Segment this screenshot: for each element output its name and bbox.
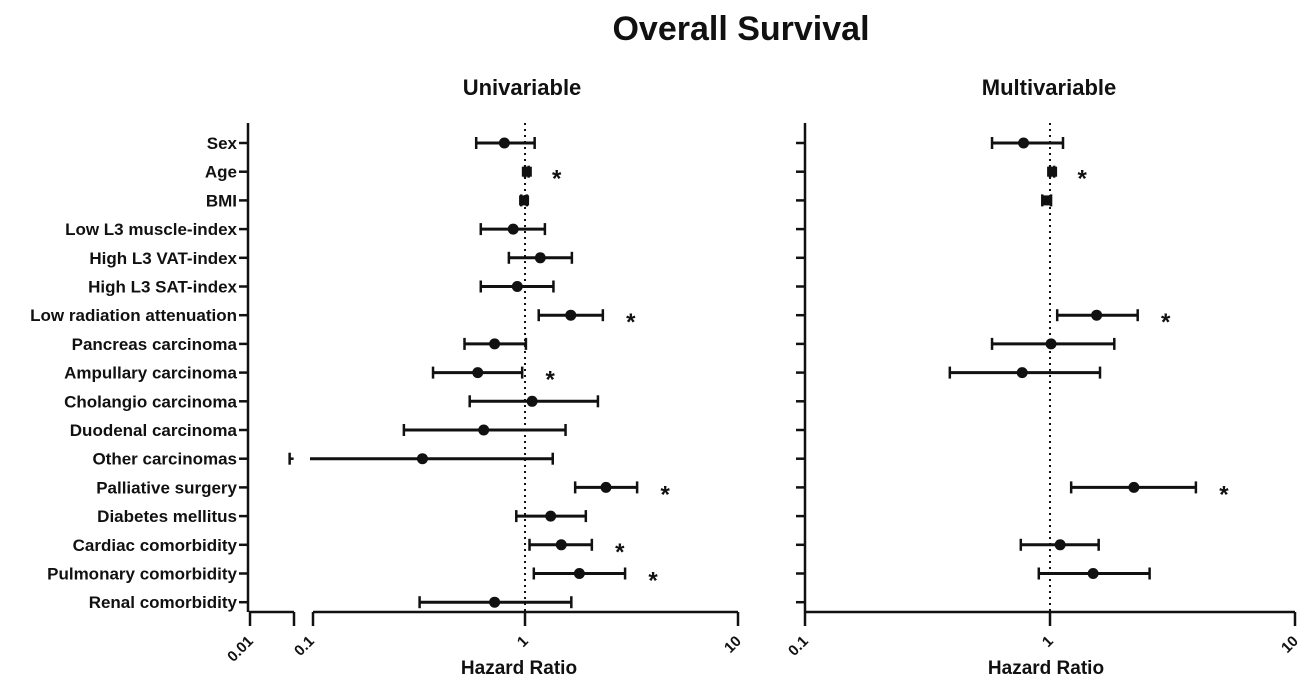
significance-star: *	[1219, 481, 1229, 508]
forest-row-ampullary-carcinoma	[948, 366, 1102, 379]
x-tick-label-10: 10	[1278, 633, 1299, 657]
forest-row-sex	[990, 137, 1065, 149]
hr-point	[545, 510, 557, 522]
hr-point	[1018, 137, 1030, 149]
hr-point	[472, 367, 484, 379]
forest-row-bmi	[519, 194, 530, 207]
category-labels: Sex Age BMI Low L3 muscle-index High L3 VAT-…	[30, 134, 237, 612]
panel-univariable: Univariable 0.01 0.1 1 10 Hazard Ratio * * * * * *	[224, 75, 745, 679]
hr-point	[478, 424, 490, 436]
forest-row-cholangio-carcinoma	[468, 395, 600, 408]
category-label-low-radiation-attenuation: Low radiation attenuation	[30, 306, 237, 325]
category-label-palliative-surgery: Palliative surgery	[96, 478, 237, 497]
hr-point	[489, 338, 501, 350]
hr-point	[1054, 539, 1066, 551]
forest-row-pancreas-carcinoma	[990, 337, 1116, 350]
hr-point	[489, 596, 501, 608]
forest-row-age: *	[1047, 165, 1088, 193]
forest-row-bmi	[1041, 194, 1053, 207]
hr-point	[511, 281, 523, 292]
category-label-ampullary-carcinoma: Ampullary carcinoma	[64, 364, 237, 383]
category-label-age: Age	[205, 163, 237, 182]
x-tick-label-0-01: 0.01	[224, 633, 257, 666]
hr-point	[1041, 195, 1052, 206]
forest-row-palliative-surgery: *	[573, 481, 670, 508]
x-axis: 0.1 1 10	[785, 610, 1299, 660]
category-label-high-l3-sat-index: High L3 SAT-index	[88, 278, 237, 297]
hr-point	[555, 539, 567, 551]
hr-point	[573, 568, 585, 579]
x-tick-label-0-1: 0.1	[291, 633, 318, 660]
hr-point	[507, 223, 519, 235]
forest-row-ampullary-carcinoma: *	[431, 366, 556, 394]
forest-row-low-l3-muscle-index	[479, 223, 547, 236]
forest-row-sex	[474, 137, 536, 149]
forest-row-diabetes-mellitus	[515, 510, 588, 523]
forest-row-cardiac-comorbidity: *	[528, 538, 625, 566]
significance-star: *	[626, 309, 636, 336]
category-label-sex: Sex	[207, 134, 238, 153]
hr-point	[1128, 481, 1140, 493]
hr-point	[498, 137, 510, 149]
forest-row-low-radiation-attenuation: *	[1055, 309, 1171, 336]
hr-point	[1047, 166, 1058, 177]
forest-row-pulmonary-comorbidity: *	[532, 567, 658, 595]
forest-row-age: *	[521, 165, 562, 193]
category-label-diabetes-mellitus: Diabetes mellitus	[97, 507, 237, 526]
hr-point	[1045, 338, 1057, 350]
x-tick-label-1: 1	[514, 633, 532, 651]
hr-point	[534, 252, 546, 264]
significance-star: *	[648, 568, 658, 595]
forest-row-renal-comorbidity	[418, 596, 573, 609]
category-label-bmi: BMI	[206, 191, 237, 210]
forest-row-palliative-surgery: *	[1069, 481, 1229, 508]
x-tick-label-0-1: 0.1	[785, 633, 812, 660]
hr-point	[519, 195, 530, 206]
significance-star: *	[552, 166, 562, 193]
category-label-other-carcinomas: Other carcinomas	[92, 450, 237, 469]
hr-point	[526, 395, 538, 407]
significance-star: *	[615, 539, 625, 566]
category-label-cardiac-comorbidity: Cardiac comorbidity	[73, 536, 238, 555]
category-label-low-l3-muscle-index: Low L3 muscle-index	[65, 220, 237, 239]
x-tick-label-1: 1	[1039, 633, 1057, 651]
significance-star: *	[1078, 166, 1088, 193]
significance-star: *	[1161, 309, 1171, 336]
hr-point	[1087, 568, 1099, 579]
forest-row-other-carcinomas	[288, 452, 555, 465]
panel-subtitle: Multivariable	[982, 75, 1116, 100]
chart-title: Overall Survival	[612, 10, 869, 48]
x-axis-label: Hazard Ratio	[461, 658, 577, 679]
panel-subtitle: Univariable	[463, 75, 582, 100]
category-label-duodenal-carcinoma: Duodenal carcinoma	[70, 421, 238, 440]
category-label-pancreas-carcinoma: Pancreas carcinoma	[72, 335, 238, 354]
hr-point	[565, 309, 577, 321]
category-label-cholangio-carcinoma: Cholangio carcinoma	[64, 392, 237, 411]
category-label-renal-comorbidity: Renal comorbidity	[89, 593, 238, 612]
category-label-high-l3-vat-index: High L3 VAT-index	[89, 249, 237, 268]
forest-row-duodenal-carcinoma	[402, 424, 567, 436]
hr-point	[416, 453, 428, 465]
hr-point	[1016, 367, 1028, 379]
category-label-pulmonary-comorbidity: Pulmonary comorbidity	[47, 565, 237, 584]
significance-star: *	[546, 367, 556, 394]
forest-row-pancreas-carcinoma	[463, 337, 528, 350]
significance-star: *	[660, 481, 670, 508]
forest-row-high-l3-sat-index	[479, 280, 555, 293]
hr-point	[600, 481, 612, 493]
x-axis-label: Hazard Ratio	[988, 658, 1104, 679]
hr-point	[1091, 309, 1103, 321]
x-tick-label-10: 10	[721, 633, 745, 657]
hr-point	[521, 166, 532, 177]
forest-row-low-radiation-attenuation: *	[537, 309, 636, 336]
forest-row-high-l3-vat-index	[507, 251, 574, 264]
forest-row-pulmonary-comorbidity	[1037, 567, 1151, 580]
forest-row-cardiac-comorbidity	[1019, 538, 1100, 551]
panel-multivariable: Multivariable 0.1 1 10 Hazard Ratio * * *	[785, 75, 1299, 679]
